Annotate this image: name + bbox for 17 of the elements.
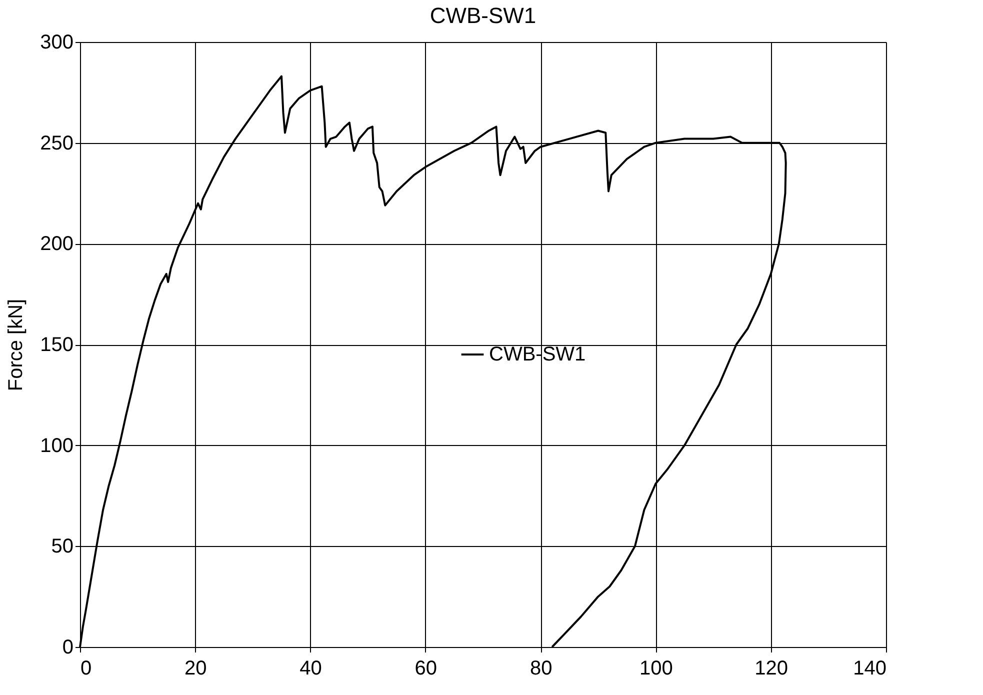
x-tick-label: 100 bbox=[640, 658, 673, 680]
x-tick-label: 140 bbox=[853, 658, 886, 680]
y-tick-label: 0 bbox=[62, 636, 74, 658]
x-tick-label: 120 bbox=[754, 658, 788, 680]
x-tick-label: 60 bbox=[414, 658, 438, 680]
y-axis-title: Force [kN] bbox=[5, 298, 28, 392]
x-tick-label: 0 bbox=[80, 658, 92, 680]
chart-title: CWB-SW1 bbox=[430, 3, 536, 28]
x-tick-label: 20 bbox=[184, 658, 207, 680]
y-tick-label: 100 bbox=[40, 434, 74, 457]
y-tick-label: 150 bbox=[40, 334, 74, 356]
y-tick-label: 250 bbox=[40, 132, 74, 154]
x-tick-label: 80 bbox=[530, 658, 552, 680]
y-tick-label: 300 bbox=[40, 32, 74, 54]
x-tick-label: 40 bbox=[300, 658, 322, 680]
y-tick-label: 50 bbox=[51, 536, 74, 558]
y-tick-label: 200 bbox=[40, 233, 74, 256]
